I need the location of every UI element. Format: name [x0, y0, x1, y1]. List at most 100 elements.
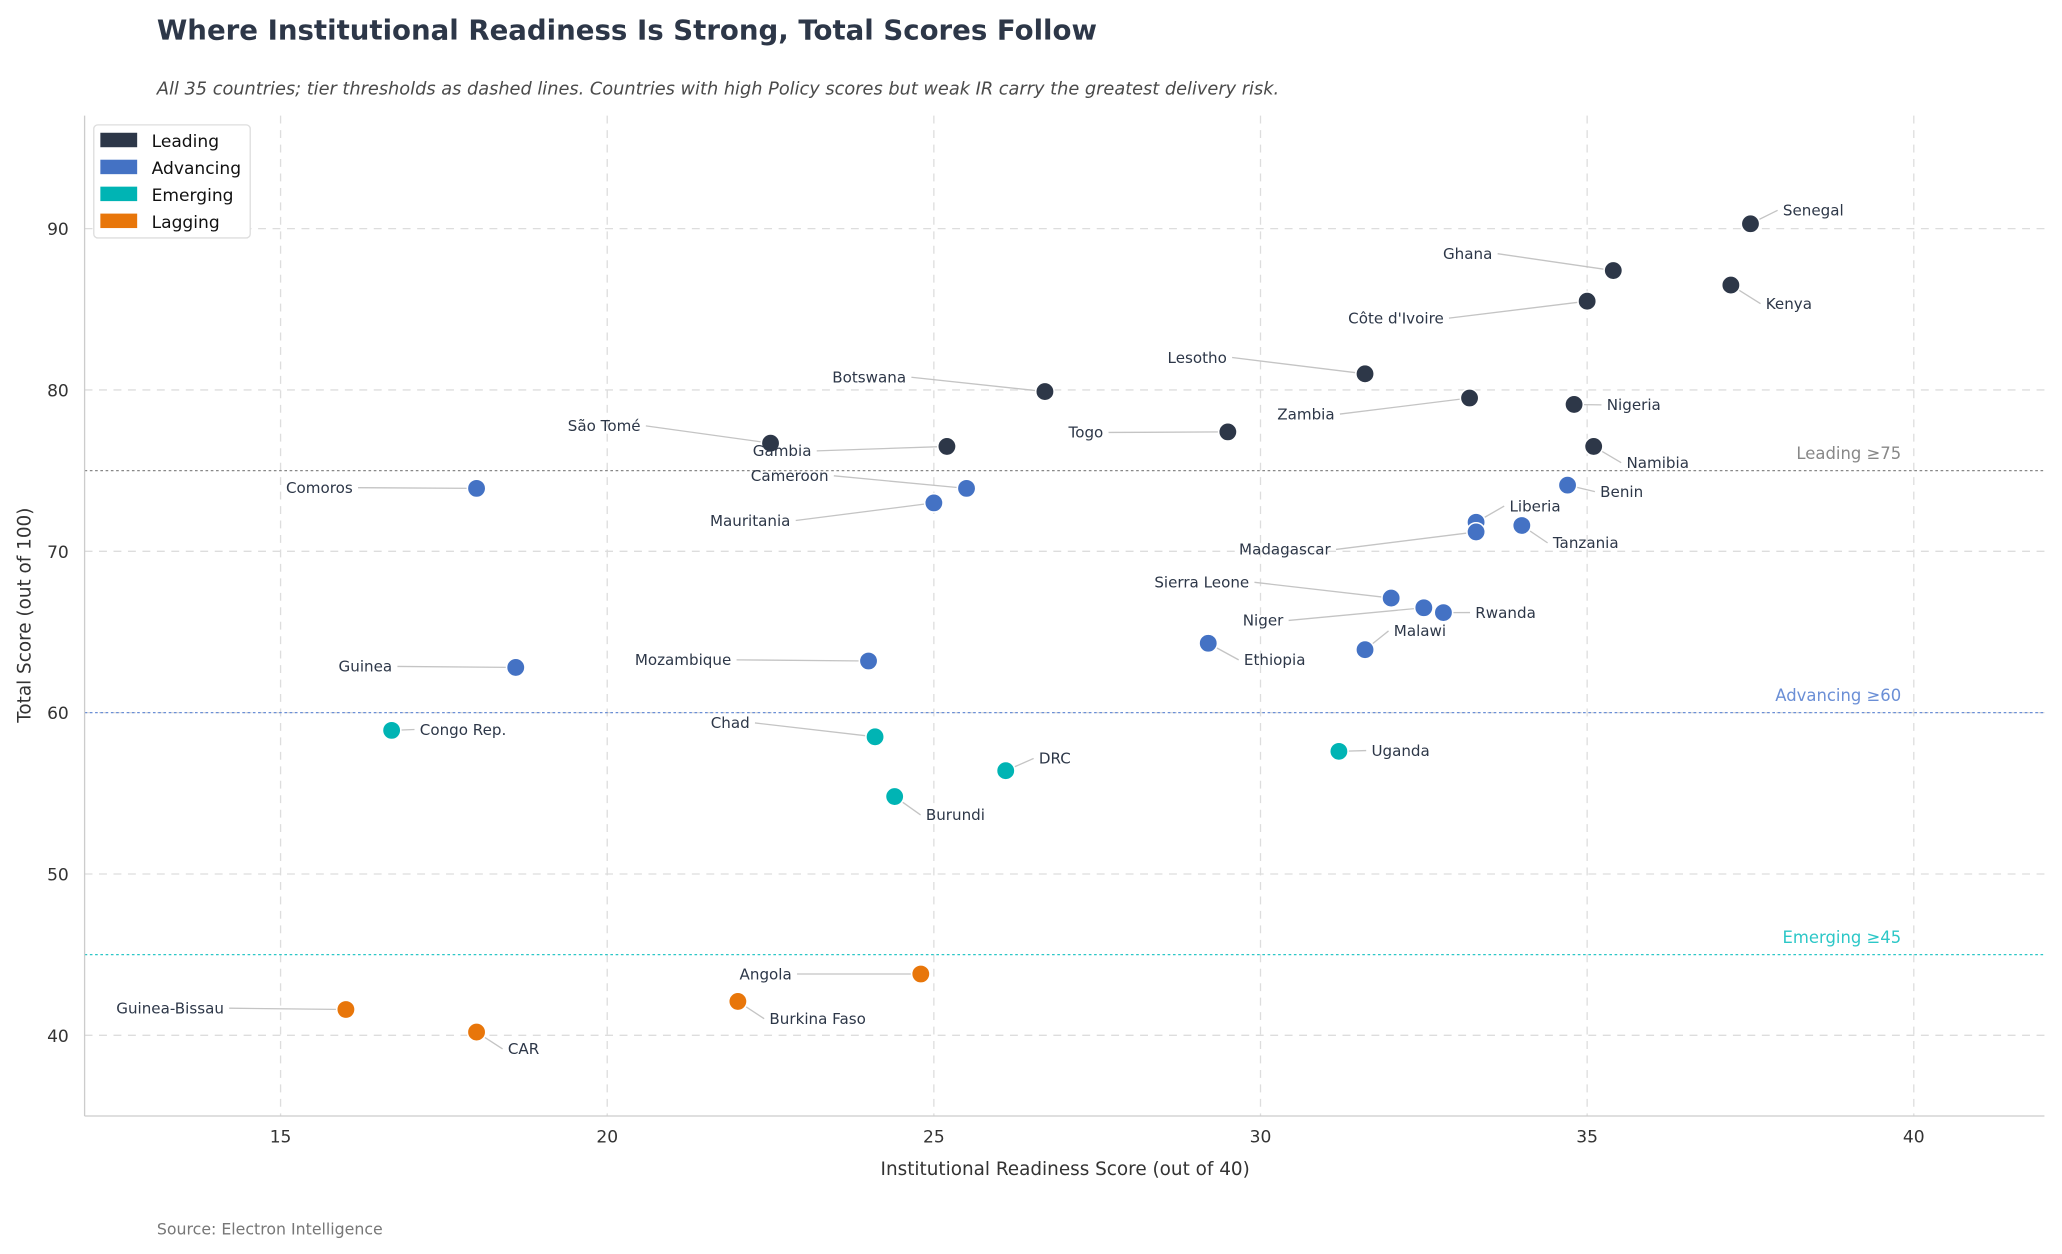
data-point	[995, 760, 1016, 781]
point-label: Burkina Faso	[769, 1010, 865, 1028]
data-point	[727, 991, 748, 1012]
y-tick-label: 40	[47, 1027, 69, 1047]
point-label: Namibia	[1626, 454, 1689, 472]
leader-line	[357, 487, 477, 490]
y-tick-label: 60	[47, 704, 69, 724]
leader-line	[833, 475, 967, 490]
data-point	[1355, 363, 1376, 384]
data-point	[936, 436, 957, 457]
legend-label: Emerging	[152, 186, 234, 206]
point-label: Lesotho	[1168, 349, 1227, 367]
point-label: Chad	[711, 714, 750, 732]
chart-title: Where Institutional Readiness Is Strong,…	[157, 13, 1097, 46]
leader-line	[816, 445, 947, 452]
threshold-label: Advancing ≥60	[1775, 686, 1901, 705]
data-point	[910, 964, 931, 984]
y-tick-label: 80	[47, 382, 69, 402]
data-point	[1433, 602, 1454, 623]
point-label: Uganda	[1371, 742, 1429, 760]
data-point	[1381, 588, 1402, 609]
legend-swatch	[100, 132, 138, 148]
leader-line	[1335, 531, 1477, 551]
leader-line	[645, 425, 771, 444]
leader-line	[754, 722, 876, 738]
point-label: Cameroon	[751, 467, 829, 485]
y-tick-label: 90	[47, 220, 69, 240]
data-points	[335, 213, 1761, 1043]
legend-label: Leading	[152, 132, 219, 152]
point-label: Niger	[1243, 612, 1284, 630]
tick-labels: 15 20 25 30 35 40 40 50 60 70 80 90	[47, 220, 1925, 1147]
point-label: Ghana	[1443, 245, 1492, 263]
legend-label: Advancing	[152, 159, 241, 179]
leader-lines	[229, 209, 1778, 1050]
leader-line	[1108, 431, 1228, 434]
point-label: DRC	[1039, 750, 1071, 768]
data-point	[335, 999, 356, 1020]
point-label: Liberia	[1509, 497, 1560, 515]
data-point	[1328, 741, 1349, 762]
data-point	[1217, 421, 1238, 442]
point-label: Senegal	[1783, 202, 1844, 220]
point-label: Ethiopia	[1244, 651, 1306, 669]
point-label: Côte d'Ivoire	[1348, 309, 1444, 327]
leader-line	[397, 665, 516, 669]
legend-box	[93, 124, 251, 239]
data-point	[1603, 260, 1624, 281]
legend: Leading Advancing Emerging Lagging	[93, 124, 251, 239]
data-point	[1557, 475, 1578, 496]
leader-line	[1497, 253, 1614, 272]
data-point	[760, 433, 781, 454]
data-point	[1466, 521, 1487, 542]
data-point	[1459, 388, 1480, 409]
data-point	[505, 657, 526, 678]
leader-line	[736, 659, 869, 662]
threshold-label: Emerging ≥45	[1783, 928, 1902, 947]
point-label: Togo	[1068, 424, 1104, 442]
data-point	[884, 786, 905, 807]
point-label: Angola	[740, 965, 792, 983]
point-label: São Tomé	[568, 417, 641, 435]
leader-line	[229, 1007, 346, 1011]
point-label: Rwanda	[1475, 604, 1536, 622]
leader-line	[1232, 356, 1366, 375]
leader-line	[1448, 300, 1588, 319]
data-point	[923, 492, 944, 513]
data-point	[1577, 291, 1598, 312]
data-point	[1198, 633, 1219, 654]
point-label: Madagascar	[1239, 541, 1331, 559]
source-note: Source: Electron Intelligence	[157, 1219, 383, 1238]
y-tick-label: 50	[47, 866, 69, 886]
point-label: Botswana	[832, 369, 906, 387]
grid	[84, 115, 2045, 1116]
data-point	[956, 478, 977, 499]
y-axis-label: Total Score (out of 100)	[15, 508, 36, 724]
legend-label: Lagging	[152, 213, 220, 233]
leader-line	[1288, 607, 1424, 622]
x-tick-label: 15	[270, 1127, 292, 1147]
point-label: Congo Rep.	[420, 721, 507, 739]
x-tick-label: 35	[1576, 1127, 1598, 1147]
leader-line	[911, 376, 1045, 393]
leader-line	[795, 502, 934, 522]
point-label: Zambia	[1277, 405, 1334, 423]
data-point	[466, 478, 487, 499]
point-label: Mauritania	[710, 512, 791, 530]
data-point	[858, 651, 879, 671]
point-label: CAR	[508, 1040, 540, 1058]
point-label: Malawi	[1394, 622, 1446, 640]
data-point	[1740, 213, 1761, 234]
data-point	[1564, 394, 1585, 415]
threshold-label: Leading ≥75	[1796, 444, 1901, 463]
data-point	[1034, 381, 1055, 402]
data-point	[865, 726, 886, 747]
x-tick-label: 40	[1903, 1127, 1925, 1147]
point-label: Guinea-Bissau	[116, 999, 224, 1017]
data-point	[466, 1022, 487, 1043]
x-tick-label: 25	[923, 1127, 945, 1147]
point-label: Comoros	[286, 479, 353, 497]
x-tick-label: 20	[596, 1127, 618, 1147]
point-label: Kenya	[1766, 295, 1812, 313]
data-point	[1511, 515, 1532, 536]
